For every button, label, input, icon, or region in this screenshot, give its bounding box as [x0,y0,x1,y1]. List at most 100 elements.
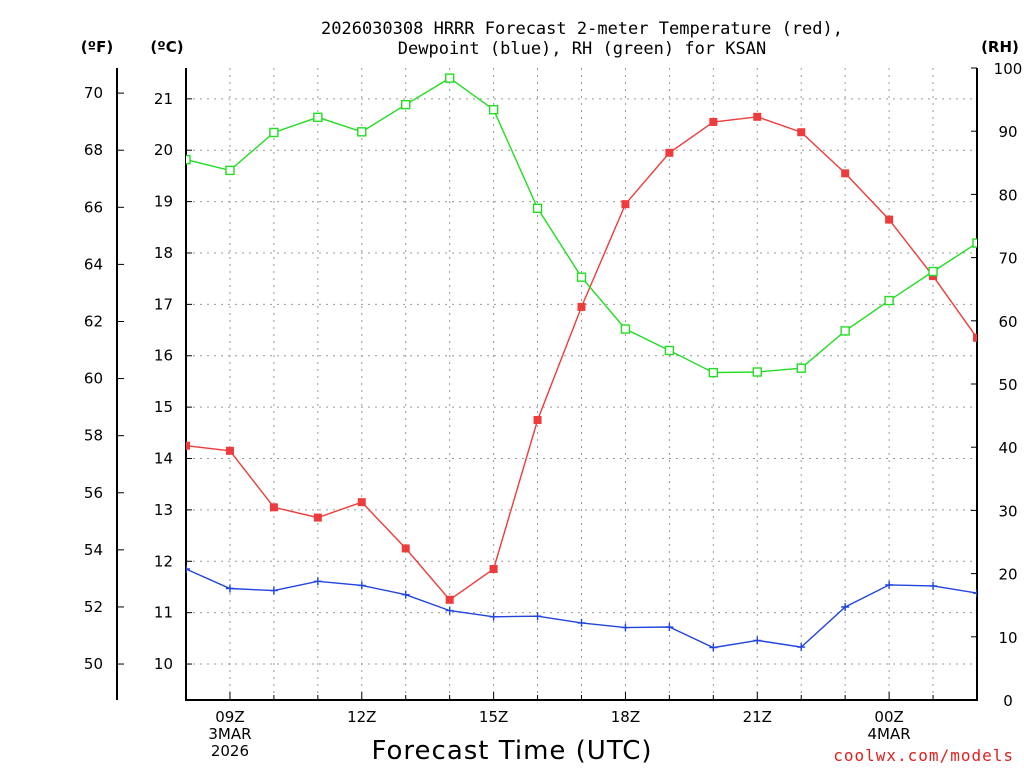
rh-tick-label: 100 [994,60,1023,78]
dewpoint-point [401,590,410,599]
dewpoint-point [269,586,278,595]
celsius-tick-label: 18 [154,244,173,262]
celsius-tick-label: 16 [154,347,173,365]
dewpoint-point [225,584,234,593]
rh-point [313,112,323,122]
rh-tick-label: 60 [998,313,1017,331]
celsius-tick-label: 10 [154,655,173,673]
temperature-point [313,513,322,522]
rh-point [532,203,543,214]
x-tick-label: 12Z [347,708,376,726]
rh-point [488,105,499,115]
dewpoint-point [885,580,894,589]
celsius-tick-label: 20 [154,141,173,159]
dewpoint-point [533,612,542,621]
dewpoint-point [709,643,718,652]
rh-point [708,367,719,378]
dewpoint-point [186,564,190,573]
grid [185,68,978,700]
dewpoint-point [489,612,498,621]
celsius-tick-label: 19 [154,193,173,211]
rh-tick-label: 0 [1003,692,1013,710]
credit-text: coolwx.com/models [833,746,1014,765]
rh-tick-label: 50 [998,376,1017,394]
temperature-point [665,148,674,157]
series [186,73,977,652]
axes [116,67,978,701]
fahrenheit-tick-label: 64 [84,255,103,273]
x-tick-label: 09Z [215,708,244,726]
temperature-point [797,128,806,137]
chart-title-line2: Dewpoint (blue), RH (green) for KSAN [398,39,766,59]
temperature-line [186,116,977,601]
rh-point [620,324,631,334]
temperature-point [533,415,542,424]
fahrenheit-tick-label: 68 [84,141,103,159]
fahrenheit-tick-label: 62 [84,312,103,330]
chart-title-line1: 2026030308 HRRR Forecast 2-meter Tempera… [321,19,843,39]
rh-point [840,326,850,336]
fahrenheit-tick-label: 56 [84,484,103,502]
temperature-point [357,498,366,507]
rh-point [401,99,411,110]
rh-point [928,266,938,277]
rh-point [752,367,762,377]
celsius-tick-label: 11 [154,604,173,622]
rh-point [357,127,367,137]
celsius-tick-label: 13 [154,501,173,519]
dewpoint-point [797,643,806,652]
fahrenheit-tick-label: 70 [84,84,103,102]
rh-point [884,295,894,306]
dewpoint-point [313,577,322,586]
dewpoint-point [357,581,366,590]
fahrenheit-tick-label: 54 [84,541,103,559]
rh-point [576,272,587,282]
dewpoint-point [577,618,586,627]
fahrenheit-tick-label: 50 [84,655,103,673]
fahrenheit-tick-label: 52 [84,598,103,616]
temperature-point [885,215,894,224]
temperature-point [577,302,586,311]
celsius-tick-label: 17 [154,295,173,313]
temperature-point [269,503,278,512]
rh-point [186,154,191,165]
rh-point [444,73,455,83]
fahrenheit-tick-label: 66 [84,198,103,216]
temperature-point [973,333,977,342]
dewpoint-point [929,581,938,590]
x-axis-label: Forecast Time (UTC) [371,736,652,766]
temperature-point [489,564,498,573]
series-group [186,73,977,652]
celsius-tick-label: 15 [154,398,173,416]
celsius-tick-label: 12 [154,552,173,570]
rh-point [225,165,235,176]
x-tick-label: 21Z [743,708,772,726]
temperature-point [186,441,190,450]
rh-tick-label: 30 [998,502,1017,520]
rh-tick-label: 10 [998,629,1017,647]
dewpoint-point [973,589,977,598]
tick-labels: 50 52 54 56 58 60 62 64 66 68 70 10 11 12 13 14 15 16 17 18… [84,60,1022,760]
dewpoint-point [841,602,850,611]
rh-point [796,363,806,373]
fahrenheit-tick-label: 58 [84,427,103,445]
rh-tick-label: 80 [998,186,1017,204]
x-tick-label: 15Z [479,708,508,726]
temperature-point [445,595,454,604]
fahrenheit-unit-label: (ºF) [81,38,113,56]
rh-tick-label: 40 [998,439,1017,457]
dewpoint-point [445,606,454,615]
celsius-tick-label: 21 [154,90,173,108]
rh-tick-label: 90 [998,123,1017,141]
rh-point [269,127,279,138]
x-tick-label: 18Z [611,708,640,726]
temperature-point [841,169,850,178]
temperature-point [621,200,630,209]
x-tick-label: 00Z [874,708,903,726]
celsius-unit-label: (ºC) [150,38,183,56]
dewpoint-point [753,636,762,645]
x-tick-label: 4MAR [868,725,911,743]
rh-point [972,238,977,248]
temperature-point [753,112,762,121]
